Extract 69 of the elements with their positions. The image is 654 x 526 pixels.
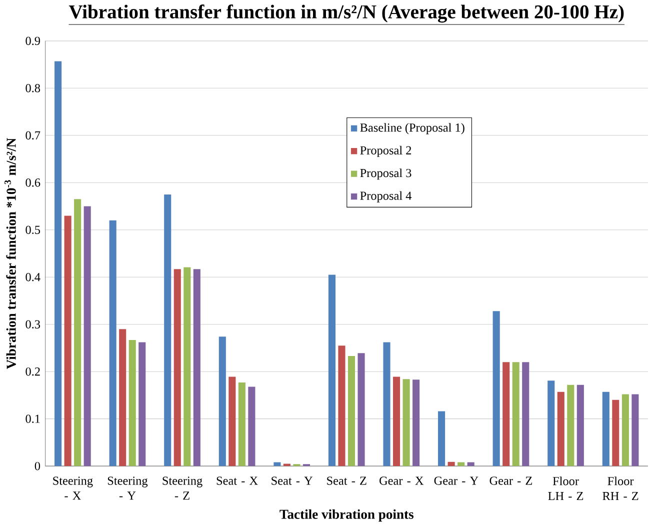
bar bbox=[458, 462, 465, 466]
bar bbox=[218, 336, 226, 466]
bar bbox=[632, 394, 639, 466]
bar bbox=[54, 61, 62, 466]
chart-title: Vibration transfer function in m/s²/N (Average between 20-100 Hz) bbox=[68, 4, 624, 23]
bar bbox=[557, 392, 564, 466]
y-tick-label: 0.4 bbox=[26, 272, 40, 282]
x-tick-label: Gear - Y bbox=[434, 476, 478, 485]
x-tick-label: Seat - Z bbox=[327, 476, 366, 485]
bar bbox=[238, 382, 246, 466]
bar bbox=[84, 206, 91, 466]
x-tick-label: Steering - Y bbox=[108, 476, 148, 500]
x-tick-label: Floor RH - Z bbox=[602, 476, 638, 500]
bar bbox=[576, 384, 584, 466]
bar bbox=[338, 346, 346, 466]
bar bbox=[164, 194, 172, 466]
bar bbox=[492, 311, 500, 466]
bar bbox=[109, 220, 116, 466]
bar bbox=[248, 386, 256, 466]
legend-label: Baseline (Proposal 1) bbox=[360, 123, 464, 134]
bar bbox=[74, 199, 82, 466]
bar bbox=[274, 462, 281, 466]
bar bbox=[348, 356, 356, 466]
bar bbox=[228, 376, 236, 466]
bar bbox=[602, 392, 610, 466]
bar bbox=[512, 362, 520, 466]
y-tick-label: 0 bbox=[34, 462, 40, 470]
bar bbox=[622, 394, 629, 466]
bar bbox=[438, 411, 446, 466]
y-tick-label: 0.3 bbox=[26, 320, 40, 328]
bar bbox=[412, 380, 420, 466]
y-tick-label: 0.9 bbox=[26, 36, 40, 45]
y-tick-label: 0.1 bbox=[26, 414, 40, 423]
bar bbox=[358, 353, 365, 466]
x-tick-label: Seat - Y bbox=[272, 476, 313, 485]
bar bbox=[174, 269, 181, 466]
x-tick-label: Gear - Z bbox=[490, 476, 532, 485]
bar bbox=[138, 342, 146, 466]
x-tick-label: Seat - X bbox=[216, 476, 258, 485]
bar bbox=[612, 400, 620, 466]
y-tick-label: 0.8 bbox=[26, 84, 40, 92]
bar bbox=[128, 340, 136, 466]
bar bbox=[567, 384, 574, 466]
y-tick-label: 0.2 bbox=[26, 367, 40, 376]
bar bbox=[119, 329, 126, 466]
bar bbox=[184, 267, 191, 466]
bar bbox=[522, 362, 530, 466]
bar bbox=[383, 342, 390, 466]
bar bbox=[392, 376, 400, 466]
x-tick-label: Floor LH - Z bbox=[548, 476, 584, 500]
bar bbox=[193, 269, 200, 466]
y-tick-label: 0.5 bbox=[26, 226, 40, 234]
y-axis-title: Vibration transfer function *10$^{-3}$ m/s²/N bbox=[4, 138, 16, 369]
bar bbox=[502, 362, 510, 466]
bar bbox=[64, 216, 72, 466]
x-tick-label: Steering - X bbox=[53, 476, 93, 500]
bar bbox=[548, 380, 555, 466]
legend-label: Proposal 4 bbox=[360, 191, 412, 202]
bar bbox=[328, 274, 336, 466]
y-tick-label: 0.7 bbox=[26, 131, 40, 140]
x-tick-label: Gear - X bbox=[380, 476, 424, 485]
bar bbox=[467, 462, 474, 466]
legend-label: Proposal 2 bbox=[360, 146, 412, 157]
legend-label: Proposal 3 bbox=[360, 168, 412, 180]
y-tick-label: 0.6 bbox=[26, 178, 40, 187]
bar bbox=[448, 462, 455, 466]
x-tick-label: Steering - Z bbox=[162, 476, 202, 500]
bar bbox=[402, 379, 410, 466]
x-axis-title: Tactile vibration points bbox=[280, 509, 414, 522]
